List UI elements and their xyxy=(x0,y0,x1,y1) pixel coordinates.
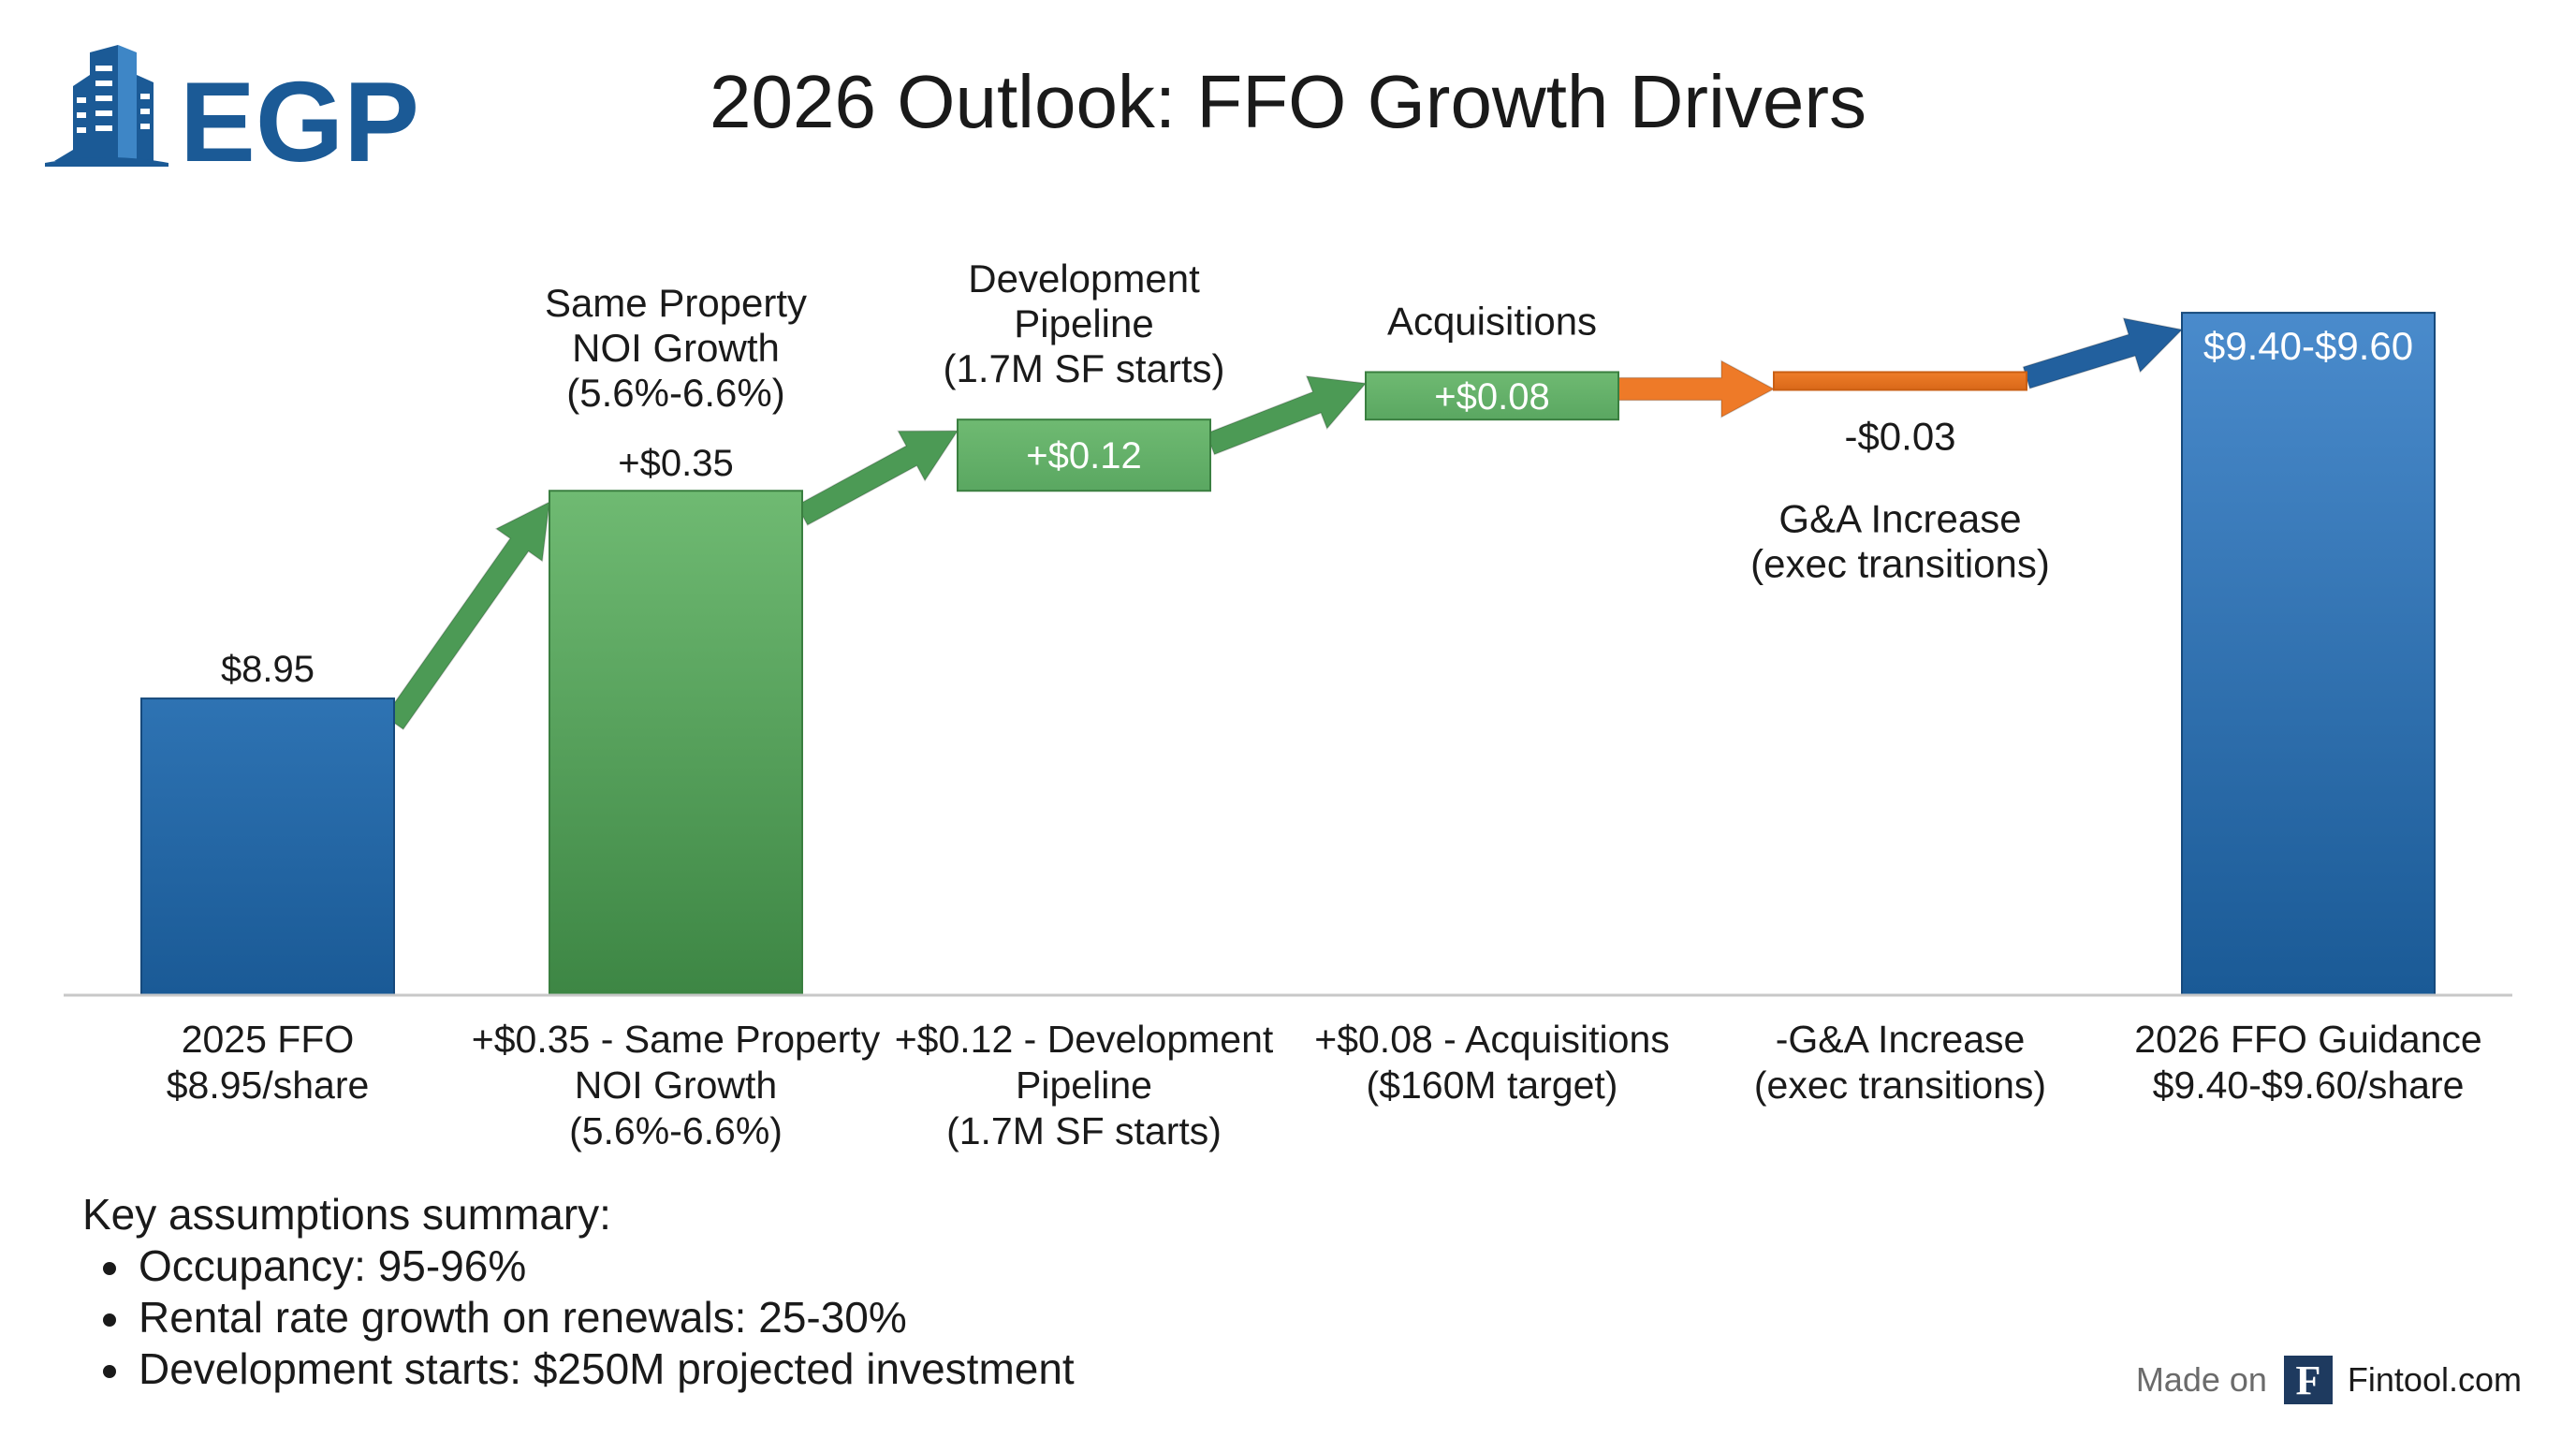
category-label-2026-ffo-guidance-line-1: 2026 FFO Guidance xyxy=(2134,1018,2481,1061)
fintool-f-icon: F xyxy=(2283,1356,2333,1404)
summary-item-occupancy: Occupancy: 95-96% xyxy=(103,1240,1075,1292)
category-label-same-property-noi-line-2: NOI Growth xyxy=(575,1064,777,1107)
annotation-development-pipeline-line-3: (1.7M SF starts) xyxy=(943,346,1224,390)
annotation-same-property-noi-line-3: (5.6%-6.6%) xyxy=(566,371,784,415)
summary-title: Key assumptions summary: xyxy=(82,1190,611,1239)
value-label-2026-guidance: $9.40-$9.60 xyxy=(2203,324,2413,368)
category-label-acquisitions-line-1: +$0.08 - Acquisitions xyxy=(1314,1018,1670,1061)
connector-arrow-2 xyxy=(796,430,959,526)
category-label-development-pipeline-line-1: +$0.12 - Development xyxy=(895,1018,1274,1061)
value-label-acquisitions: +$0.08 xyxy=(1434,376,1549,418)
made-on-label: Made on xyxy=(2135,1360,2267,1399)
building-icon xyxy=(45,45,168,167)
bar-2025-ffo xyxy=(140,697,395,996)
annotation-same-property-noi-line-1: Same Property xyxy=(545,281,807,325)
category-label-acquisitions-line-2: ($160M target) xyxy=(1367,1064,1618,1107)
category-label-ga-increase-line-2: (exec transitions) xyxy=(1754,1064,2046,1107)
value-label-2025-ffo: $8.95 xyxy=(221,649,315,690)
value-label-development: +$0.12 xyxy=(1026,435,1141,477)
annotation-ga-increase-line-2: (exec transitions) xyxy=(1750,541,2050,585)
made-on-fintool[interactable]: Made on F Fintool.com xyxy=(2136,1356,2522,1404)
value-label-same-property: +$0.35 xyxy=(618,443,733,484)
logo-wordmark: EGP xyxy=(180,58,419,185)
fintool-brand-link[interactable]: Fintool.com xyxy=(2347,1360,2522,1399)
annotation-development-pipeline-line-1: Development xyxy=(968,257,1200,301)
category-label-development-pipeline-line-2: Pipeline xyxy=(1016,1064,1152,1107)
category-label-2025-ffo-line-1: 2025 FFO xyxy=(182,1018,355,1061)
connector-arrow-1 xyxy=(384,500,550,731)
category-label-same-property-noi-line-1: +$0.35 - Same Property xyxy=(472,1018,881,1061)
connector-arrow-3 xyxy=(1205,375,1368,456)
category-label-2025-ffo-line-2: $8.95/share xyxy=(167,1064,370,1107)
category-label-2026-ffo-guidance-line-2: $9.40-$9.60/share xyxy=(2153,1064,2465,1107)
connector-arrow-5 xyxy=(2022,317,2184,389)
annotation-development-pipeline-line-2: Pipeline xyxy=(1014,301,1153,345)
connector-arrow-4 xyxy=(1617,360,1776,418)
key-assumptions-summary: Key assumptions summary: Occupancy: 95-9… xyxy=(82,1189,1075,1395)
value-label-ga: -$0.03 xyxy=(1844,414,1955,458)
summary-item-rental-growth: Rental rate growth on renewals: 25-30% xyxy=(103,1292,1075,1343)
summary-list: Occupancy: 95-96% Rental rate growth on … xyxy=(82,1240,1075,1395)
bar-acquisitions xyxy=(1365,371,1619,421)
bar-same-property-noi xyxy=(549,490,803,996)
bar-ga-increase xyxy=(1773,371,2027,391)
annotation-same-property-noi-line-2: NOI Growth xyxy=(572,326,780,370)
bar-2026-ffo-guidance xyxy=(2181,312,2436,997)
summary-item-development: Development starts: $250M projected inve… xyxy=(103,1344,1075,1393)
category-label-same-property-noi-line-3: (5.6%-6.6%) xyxy=(569,1109,783,1152)
bar-development-pipeline xyxy=(957,418,1211,492)
chart-title: 2026 Outlook: FFO Growth Drivers xyxy=(710,60,1866,143)
egp-logo: EGP xyxy=(45,45,419,185)
category-label-development-pipeline-line-3: (1.7M SF starts) xyxy=(946,1109,1222,1152)
annotation-ga-increase-line-1: G&A Increase xyxy=(1778,496,2021,540)
annotation-acquisitions-line-1: Acquisitions xyxy=(1387,299,1597,343)
category-label-ga-increase-line-1: -G&A Increase xyxy=(1776,1018,2026,1061)
